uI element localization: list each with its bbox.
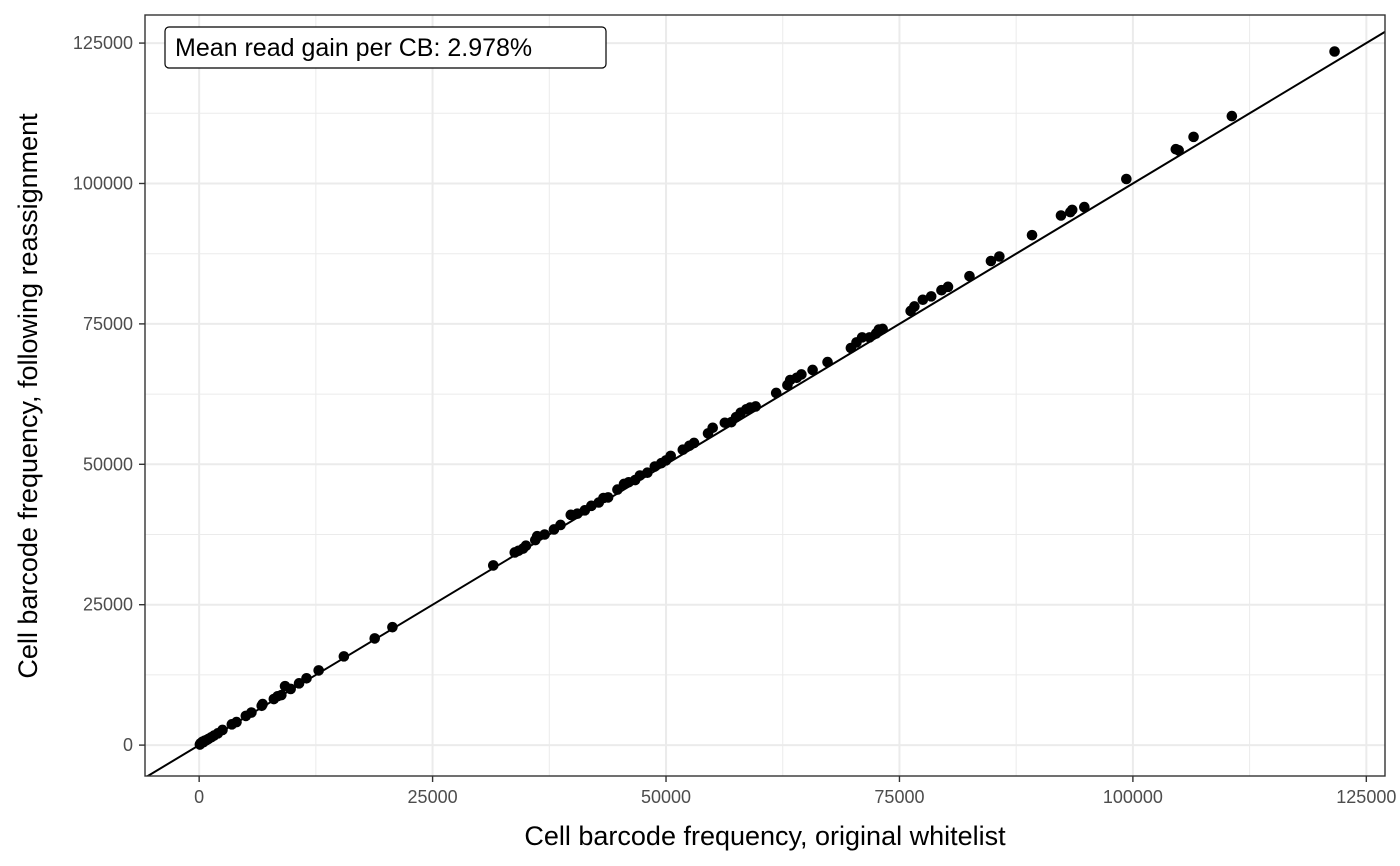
data-point — [369, 633, 380, 644]
x-tick-label: 75000 — [874, 787, 924, 807]
data-point — [917, 294, 929, 306]
panel-background — [145, 15, 1385, 776]
data-point — [246, 707, 257, 718]
y-tick-label: 50000 — [83, 454, 133, 474]
data-point — [985, 255, 997, 267]
panel-border — [144, 14, 1386, 777]
data-point — [520, 540, 532, 552]
data-point — [1121, 173, 1132, 185]
data-point — [1173, 145, 1184, 156]
x-tick-label: 50000 — [641, 787, 691, 807]
annotation-label: Mean read gain per CB: 2.978% — [164, 26, 607, 69]
annotation-box — [164, 26, 607, 69]
y-tick-label: 125000 — [73, 33, 133, 53]
data-point — [964, 270, 975, 282]
x-tick-label: 125000 — [1336, 787, 1396, 807]
data-point — [1055, 210, 1067, 221]
data-point — [856, 332, 868, 343]
y-axis-title: Cell barcode frequency, following reassi… — [13, 113, 43, 679]
y-tick-label: 0 — [123, 735, 133, 755]
data-point — [807, 364, 818, 376]
data-point — [688, 437, 700, 449]
x-axis-title: Cell barcode frequency, original whiteli… — [524, 821, 1006, 851]
x-tick-label: 25000 — [408, 787, 458, 807]
data-point — [796, 369, 807, 380]
data-point — [276, 689, 287, 701]
y-tick-label: 100000 — [73, 173, 133, 193]
y-tick-label: 75000 — [83, 314, 133, 334]
major-gridlines — [145, 15, 1385, 776]
y-axis-ticks: 0 25000 50000 75000 100000 125000 — [73, 33, 145, 755]
data-point — [1066, 204, 1078, 216]
data-point — [994, 251, 1005, 262]
data-point — [642, 467, 653, 479]
data-point — [555, 519, 566, 531]
data-point — [285, 683, 296, 695]
x-tick-label: 0 — [194, 787, 204, 807]
data-point — [301, 672, 312, 684]
data-point — [877, 323, 888, 335]
data-point — [539, 529, 550, 540]
data-point — [313, 665, 324, 676]
data-point — [293, 678, 305, 689]
data-point — [338, 651, 350, 662]
data-point — [387, 621, 398, 633]
data-point — [217, 724, 228, 736]
data-point — [750, 401, 761, 412]
x-axis-ticks: 0 25000 50000 75000 100000 125000 — [194, 776, 1396, 807]
data-point — [602, 492, 614, 503]
data-point — [231, 716, 242, 728]
data-point — [1329, 46, 1340, 57]
annotation-text: Mean read gain per CB: 2.978% — [175, 34, 532, 62]
data-point — [1026, 229, 1038, 241]
data-point — [822, 356, 833, 368]
data-point — [665, 450, 676, 462]
data-point — [1226, 110, 1238, 122]
data-point — [942, 281, 954, 293]
data-point — [770, 387, 782, 399]
data-point — [487, 560, 499, 571]
data-point — [1079, 201, 1090, 213]
minor-gridlines — [145, 15, 1385, 776]
data-points — [194, 46, 1340, 750]
data-point — [707, 422, 719, 434]
y-tick-label: 25000 — [83, 595, 133, 615]
data-point — [909, 301, 920, 312]
data-point — [925, 291, 937, 302]
data-point — [257, 698, 268, 710]
data-point — [1188, 131, 1199, 143]
x-tick-label: 100000 — [1103, 787, 1163, 807]
